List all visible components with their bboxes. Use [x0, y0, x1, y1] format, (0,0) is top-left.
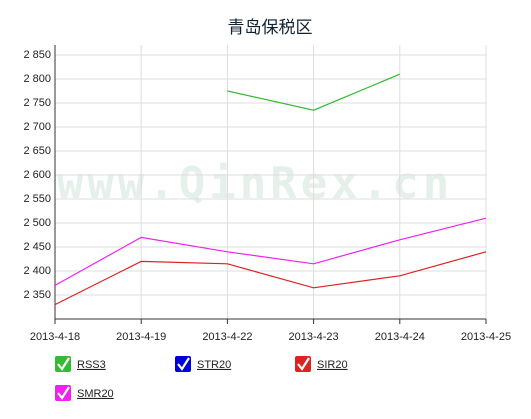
y-tick-label: 2 350: [23, 289, 51, 301]
legend-check[interactable]: [57, 386, 70, 400]
x-tick-label: 2013-4-22: [202, 331, 252, 343]
y-tick-label: 2 600: [23, 169, 51, 181]
x-tick-label: 2013-4-23: [289, 331, 339, 343]
y-tick-label: 2 800: [23, 73, 51, 85]
legend-check[interactable]: [177, 357, 190, 371]
legend-item[interactable]: SIR20: [295, 356, 348, 372]
series-line: [54, 217, 487, 286]
x-tick-label: 2013-4-18: [30, 331, 80, 343]
chart-title: 青岛保税区: [228, 18, 313, 38]
x-tick-label: 2013-4-25: [461, 331, 511, 343]
y-tick-label: 2 550: [23, 193, 51, 205]
legend-item[interactable]: RSS3: [55, 356, 106, 372]
series-line: [227, 73, 401, 111]
y-tick-label: 2 700: [23, 121, 51, 133]
legend-label[interactable]: STR20: [197, 359, 231, 371]
legend-check[interactable]: [57, 357, 70, 371]
legend-label[interactable]: SMR20: [77, 388, 114, 400]
series-line: [54, 251, 487, 306]
legend-label[interactable]: SIR20: [317, 359, 348, 371]
legend-item[interactable]: STR20: [175, 356, 231, 372]
x-tick-label: 2013-4-19: [116, 331, 166, 343]
y-tick-label: 2 450: [23, 241, 51, 253]
y-tick-label: 2 750: [23, 97, 51, 109]
x-tick-label: 2013-4-24: [375, 331, 425, 343]
legend-label[interactable]: RSS3: [77, 359, 106, 371]
y-tick-label: 2 500: [23, 217, 51, 229]
y-tick-label: 2 400: [23, 265, 51, 277]
watermark: www.QinRex.cn: [57, 158, 453, 209]
y-tick-label: 2 850: [23, 49, 51, 61]
legend-check[interactable]: [297, 357, 310, 371]
legend-item[interactable]: SMR20: [55, 385, 114, 401]
y-tick-label: 2 650: [23, 145, 51, 157]
